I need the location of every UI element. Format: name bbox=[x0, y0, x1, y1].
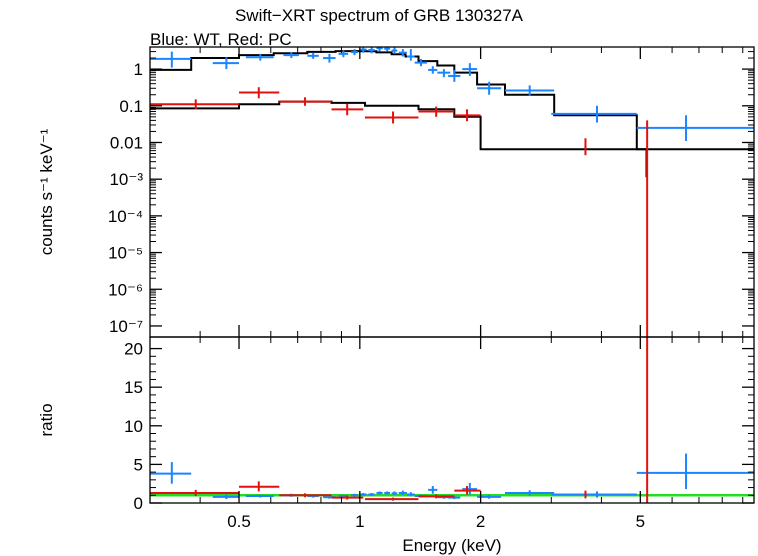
ratio-wt-data-point bbox=[359, 492, 367, 497]
ratio-wt-data-point bbox=[150, 462, 192, 484]
data-layer bbox=[150, 47, 754, 503]
spectrum-pc-data-point bbox=[279, 97, 332, 106]
ratio-wt-data-point bbox=[212, 494, 240, 500]
ratio-panel-frame bbox=[149, 336, 755, 504]
ratio-wt-data-point bbox=[376, 491, 383, 495]
spectrum-wt-data-point bbox=[504, 85, 555, 96]
spectrum-pc-data-point bbox=[364, 111, 419, 124]
spectrum-wt-data-point bbox=[462, 63, 478, 76]
x-tick-label: 5 bbox=[636, 512, 645, 531]
ratio-pc-data-point bbox=[454, 486, 481, 495]
spectrum-wt-data-point bbox=[368, 47, 375, 54]
x-axis-label: Energy (keV) bbox=[402, 536, 501, 555]
ratio-wt-data-point bbox=[245, 494, 274, 498]
spectrum-wt-data-point bbox=[428, 66, 438, 74]
ratio-wt-data-point bbox=[391, 491, 398, 495]
axes-layer bbox=[149, 46, 755, 504]
ratio-y-tick-label: 5 bbox=[134, 455, 143, 474]
spectrum-y-tick-label: 10⁻⁶ bbox=[108, 280, 143, 299]
spectrum-wt-data-point bbox=[307, 52, 319, 59]
ratio-wt-data-point bbox=[551, 491, 637, 498]
ratio-pc-data-point bbox=[331, 495, 364, 500]
spectrum-wt-data-point bbox=[376, 47, 383, 52]
spectrum-wt-data-point bbox=[414, 58, 427, 67]
spectrum-y-tick-label: 10⁻⁴ bbox=[108, 207, 143, 226]
spectrum-pc-data-point bbox=[584, 138, 587, 156]
spectrum-pc-data-point bbox=[239, 87, 280, 99]
ratio-pc-data-point bbox=[364, 497, 419, 501]
ratio-wt-data-point bbox=[636, 453, 754, 490]
ratio-wt-data-point bbox=[384, 491, 391, 495]
ratio-wt-data-point bbox=[406, 492, 415, 497]
x-tick-label: 1 bbox=[355, 512, 364, 531]
model-step-line-pc bbox=[150, 100, 648, 178]
ratio-y-tick-label: 15 bbox=[124, 378, 143, 397]
spectrum-wt-data-point bbox=[212, 57, 240, 70]
ratio-wt-data-point bbox=[398, 490, 407, 495]
spectrum-wt-data-point bbox=[477, 81, 502, 95]
spectrum-pc-data-point bbox=[454, 109, 481, 122]
spectrum-wt-data-point bbox=[323, 53, 336, 63]
model-step-line-wt bbox=[150, 50, 754, 151]
model-layer bbox=[150, 50, 754, 178]
ratio-pc-data-point bbox=[584, 490, 587, 499]
spectrum-y-tick-label: 0.1 bbox=[119, 97, 143, 116]
spectrum-wt-data-point bbox=[406, 49, 415, 61]
ratio-pc-data-point bbox=[150, 489, 240, 497]
spectrum-y-tick-label: 0.01 bbox=[110, 133, 143, 152]
ratio-wt-data-point bbox=[350, 493, 359, 497]
ratio-wt-data-point bbox=[504, 490, 555, 496]
chart-title: Swift−XRT spectrum of GRB 130327A bbox=[234, 6, 524, 25]
spectrum-y-tick-label: 1 bbox=[134, 60, 143, 79]
spectrum-y-tick-label: 10⁻⁵ bbox=[108, 244, 143, 263]
spectrum-y-tick-label: 10⁻⁷ bbox=[109, 317, 143, 336]
ratio-wt-data-point bbox=[428, 486, 438, 494]
spectrum-wt-data-point bbox=[384, 47, 391, 52]
spectrum-pc-data-point bbox=[331, 103, 364, 116]
ratio-y-tick-label: 0 bbox=[134, 494, 143, 513]
ratio-pc-data-point bbox=[646, 337, 649, 503]
spectrum-wt-data-point bbox=[391, 47, 398, 54]
spectrum-wt-data-point bbox=[437, 69, 451, 78]
spectrum-wt-data-point bbox=[636, 115, 754, 141]
ratio-wt-data-point bbox=[462, 482, 478, 495]
spectrum-wt-data-point bbox=[398, 49, 407, 57]
spectrum-pc-data-point bbox=[150, 99, 240, 110]
spectrum-wt-data-point bbox=[551, 105, 637, 123]
spectrum-pc-data-point bbox=[646, 120, 649, 337]
ratio-y-tick-label: 20 bbox=[124, 340, 143, 359]
ratio-y-axis-label: ratio bbox=[37, 403, 56, 436]
spectrum-wt-data-point bbox=[283, 52, 299, 59]
x-tick-label: 2 bbox=[476, 512, 485, 531]
spectrum-wt-data-point bbox=[359, 47, 367, 53]
spectrum-pc-data-point bbox=[418, 106, 455, 117]
ratio-pc-data-point bbox=[239, 481, 280, 492]
spectrum-wt-data-point bbox=[150, 51, 192, 68]
ratio-pc-data-point bbox=[418, 494, 455, 499]
ratio-wt-data-point bbox=[368, 492, 375, 497]
ratio-y-tick-label: 10 bbox=[124, 417, 143, 436]
spectrum-y-axis-label: counts s⁻¹ keV⁻¹ bbox=[37, 128, 56, 255]
spectrum-wt-data-point bbox=[245, 53, 274, 61]
x-tick-label: 0.5 bbox=[227, 512, 251, 531]
spectrum-wt-data-point bbox=[350, 49, 359, 56]
chart-subtitle: Blue: WT, Red: PC bbox=[150, 30, 292, 49]
ratio-pc-data-point bbox=[279, 493, 332, 498]
spectrum-panel-frame bbox=[149, 46, 755, 338]
spectrum-wt-data-point bbox=[448, 69, 461, 82]
spectrum-wt-data-point bbox=[338, 50, 349, 58]
spectrum-y-tick-label: 10⁻³ bbox=[109, 170, 143, 189]
